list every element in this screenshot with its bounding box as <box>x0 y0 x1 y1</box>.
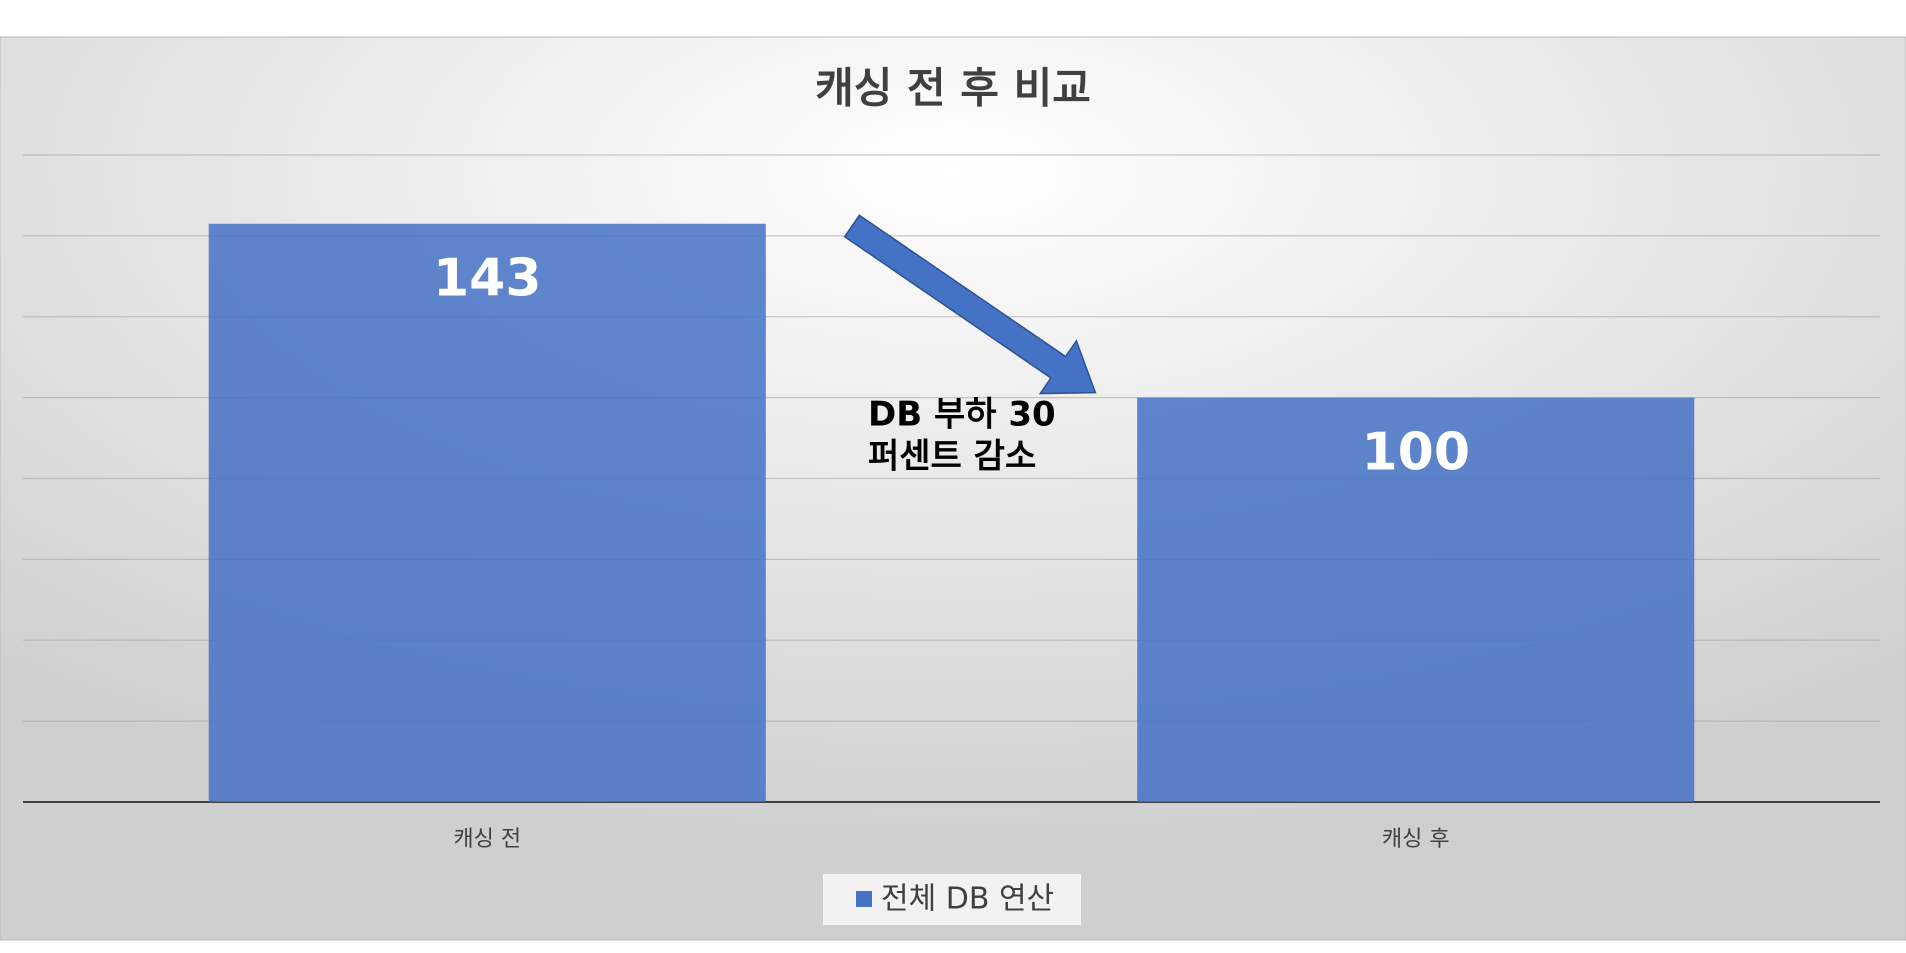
bar <box>1137 397 1695 802</box>
arrow <box>843 214 1097 395</box>
chart-title: 캐싱 전 후 비교 <box>815 64 1091 113</box>
bar <box>208 223 766 802</box>
legend-swatch <box>856 891 872 907</box>
annotation: 퍼센트 감소 <box>868 437 1036 477</box>
annotation: DB 부하 30 <box>868 395 1056 435</box>
plot: 캐싱 전 캐싱 후 143 100 <box>23 154 1880 852</box>
data-label: 143 <box>433 249 542 309</box>
x-tick-label: 캐싱 후 <box>1382 827 1450 852</box>
x-tick-label: 캐싱 전 <box>453 827 521 852</box>
legend-label: 전체 DB 연산 <box>881 882 1054 917</box>
data-label: 100 <box>1361 423 1470 483</box>
